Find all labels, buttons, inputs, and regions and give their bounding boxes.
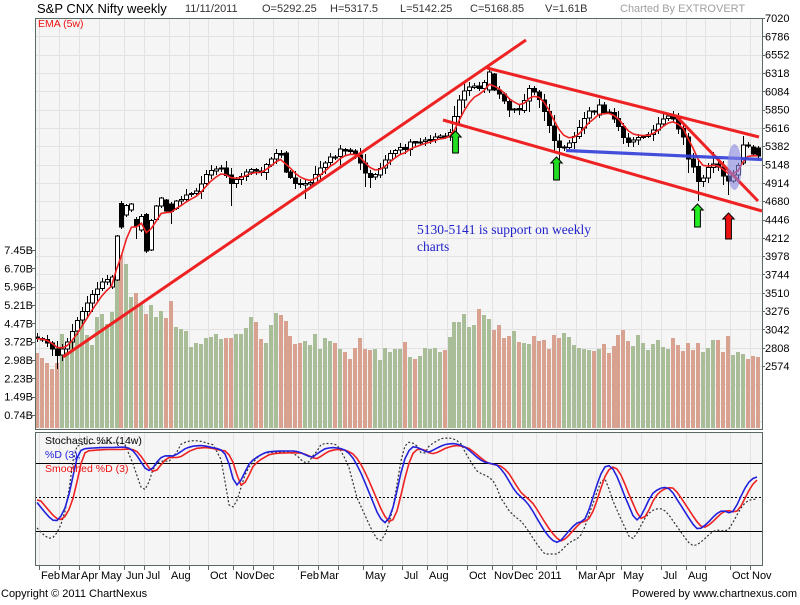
svg-text:V=1.61B: V=1.61B xyxy=(545,3,588,15)
svg-text:Powered by www.chartnexus.com: Powered by www.chartnexus.com xyxy=(632,588,797,600)
svg-text:6786: 6786 xyxy=(765,31,789,43)
svg-text:3.72B: 3.72B xyxy=(4,337,33,349)
svg-text:11/11/2011: 11/11/2011 xyxy=(185,3,238,15)
svg-text:C=5168.85: C=5168.85 xyxy=(470,3,524,15)
svg-text:Apr: Apr xyxy=(598,570,615,582)
svg-text:Aug: Aug xyxy=(171,570,191,582)
svg-text:EMA (5w): EMA (5w) xyxy=(38,18,84,30)
svg-text:4.47B: 4.47B xyxy=(4,318,33,330)
svg-text:5382: 5382 xyxy=(765,141,789,153)
svg-text:4446: 4446 xyxy=(765,215,789,227)
svg-text:2.23B: 2.23B xyxy=(4,373,33,385)
svg-text:Feb: Feb xyxy=(41,570,60,582)
svg-text:7.45B: 7.45B xyxy=(4,245,33,257)
svg-text:4680: 4680 xyxy=(765,196,789,208)
svg-text:Feb: Feb xyxy=(300,570,319,582)
svg-text:Nov: Nov xyxy=(494,570,514,582)
svg-text:6552: 6552 xyxy=(765,50,789,62)
svg-text:4914: 4914 xyxy=(765,178,789,190)
svg-text:Aug: Aug xyxy=(429,570,449,582)
svg-text:May: May xyxy=(623,570,644,582)
svg-text:O=5292.25: O=5292.25 xyxy=(262,3,317,15)
svg-text:1.49B: 1.49B xyxy=(4,392,33,404)
svg-text:5148: 5148 xyxy=(765,160,789,172)
svg-text:Jun: Jun xyxy=(126,570,144,582)
svg-text:H=5317.5: H=5317.5 xyxy=(330,3,378,15)
svg-text:0.74B: 0.74B xyxy=(4,410,33,422)
svg-text:5.21B: 5.21B xyxy=(4,300,33,312)
svg-text:2574: 2574 xyxy=(765,361,789,373)
svg-text:5.96B: 5.96B xyxy=(4,282,33,294)
svg-text:Dec: Dec xyxy=(255,570,275,582)
svg-text:6.70B: 6.70B xyxy=(4,263,33,275)
svg-text:Nov: Nov xyxy=(235,570,255,582)
svg-text:charts: charts xyxy=(417,239,449,254)
svg-text:Dec: Dec xyxy=(514,570,534,582)
svg-text:3510: 3510 xyxy=(765,288,789,300)
svg-text:Oct: Oct xyxy=(469,570,486,582)
svg-text:Stochastic %K (14w): Stochastic %K (14w) xyxy=(45,435,142,447)
svg-text:Nov: Nov xyxy=(752,570,772,582)
svg-text:Oct: Oct xyxy=(732,570,749,582)
svg-text:S&P CNX Nifty weekly: S&P CNX Nifty weekly xyxy=(37,1,167,16)
svg-text:Copyright © 2011 ChartNexus: Copyright © 2011 ChartNexus xyxy=(1,588,148,600)
svg-text:2011: 2011 xyxy=(538,570,562,582)
svg-text:Apr: Apr xyxy=(81,570,98,582)
svg-text:4212: 4212 xyxy=(765,233,789,245)
svg-text:5850: 5850 xyxy=(765,105,789,117)
svg-text:6318: 6318 xyxy=(765,68,789,80)
svg-text:%D (3);: %D (3); xyxy=(45,449,81,461)
svg-text:5130-5141 is support on weekly: 5130-5141 is support on weekly xyxy=(417,222,591,237)
svg-text:3042: 3042 xyxy=(765,324,789,336)
svg-text:5616: 5616 xyxy=(765,123,789,135)
svg-text:3978: 3978 xyxy=(765,251,789,263)
svg-text:L=5142.25: L=5142.25 xyxy=(400,3,452,15)
svg-text:Smoothed %D (3): Smoothed %D (3) xyxy=(45,463,128,475)
svg-text:Aug: Aug xyxy=(688,570,708,582)
svg-text:Jul: Jul xyxy=(146,570,160,582)
svg-text:May: May xyxy=(365,570,386,582)
svg-text:Mar: Mar xyxy=(578,570,597,582)
svg-text:7020: 7020 xyxy=(765,13,789,25)
svg-text:3744: 3744 xyxy=(765,269,789,281)
svg-text:2808: 2808 xyxy=(765,343,789,355)
svg-text:Jul: Jul xyxy=(663,570,677,582)
svg-text:Mar: Mar xyxy=(61,570,80,582)
svg-text:Oct: Oct xyxy=(210,570,227,582)
svg-text:6084: 6084 xyxy=(765,86,789,98)
svg-text:Jul: Jul xyxy=(404,570,418,582)
svg-text:3276: 3276 xyxy=(765,306,789,318)
svg-text:Mar: Mar xyxy=(320,570,339,582)
svg-text:May: May xyxy=(101,570,122,582)
svg-text:2.98B: 2.98B xyxy=(4,355,33,367)
svg-text:Charted By EXTROVERT: Charted By EXTROVERT xyxy=(620,3,745,15)
